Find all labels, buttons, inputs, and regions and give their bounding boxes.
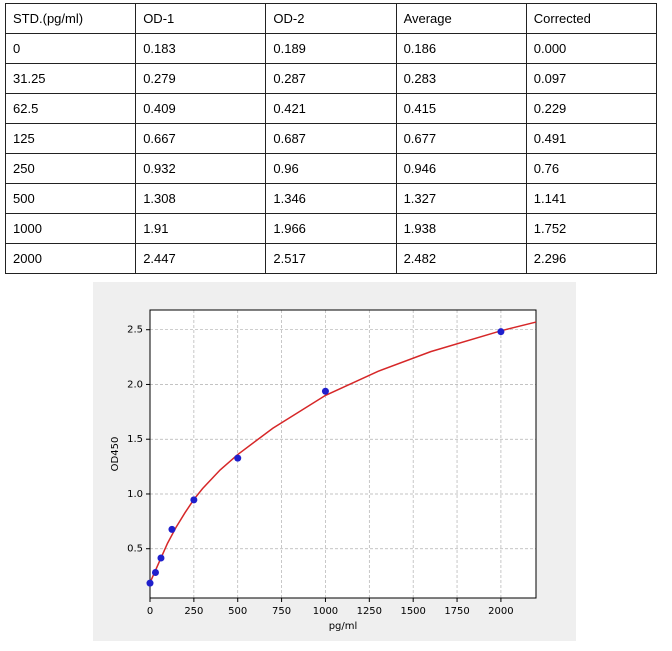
cell: 0.76 xyxy=(525,153,658,184)
cell: 0.283 xyxy=(395,63,527,94)
plot-area xyxy=(150,310,536,598)
cell: 1.752 xyxy=(525,213,658,244)
cell: 0.932 xyxy=(135,153,267,184)
cell: 0.229 xyxy=(525,93,658,124)
cell: 125 xyxy=(4,123,137,154)
cell: 0.946 xyxy=(395,153,527,184)
plot-frame xyxy=(149,309,537,599)
table-row: 250 0.932 0.96 0.946 0.76 xyxy=(4,153,658,184)
cell: 0.421 xyxy=(265,93,397,124)
cell: 1.346 xyxy=(265,183,397,214)
table-row: 62.5 0.409 0.421 0.415 0.229 xyxy=(4,93,658,124)
cell: 0.491 xyxy=(525,123,658,154)
cell: 2.296 xyxy=(525,243,658,274)
x-tick-label: 1750 xyxy=(444,606,469,617)
cell: 1.938 xyxy=(395,213,527,244)
y-tick-label: 1.0 xyxy=(127,489,143,500)
x-tick-label: 2000 xyxy=(488,606,513,617)
x-tick-label: 1500 xyxy=(400,606,425,617)
cell: 0.000 xyxy=(525,33,658,64)
standard-table: STD.(pg/ml) OD-1 OD-2 Average Corrected 0 0.18… xyxy=(4,3,658,274)
data-point xyxy=(321,387,329,395)
cell: 500 xyxy=(4,183,137,214)
cell: 62.5 xyxy=(4,93,137,124)
cell: 1.91 xyxy=(135,213,267,244)
y-tick-label: 0.5 xyxy=(127,544,143,555)
data-point xyxy=(146,579,154,587)
y-tick-label: 2.5 xyxy=(127,325,143,336)
data-point xyxy=(190,496,198,504)
table-row: 0 0.183 0.189 0.186 0.000 xyxy=(4,33,658,64)
cell: 2000 xyxy=(4,243,137,274)
cell: STD.(pg/ml) xyxy=(4,3,137,34)
cell: 1.308 xyxy=(135,183,267,214)
cell: 2.447 xyxy=(135,243,267,274)
cell: 0.415 xyxy=(395,93,527,124)
data-point xyxy=(157,554,165,562)
cell: 0.287 xyxy=(265,63,397,94)
header-row: STD.(pg/ml) OD-1 OD-2 Average Corrected xyxy=(4,3,658,34)
cell: 1.327 xyxy=(395,183,527,214)
cell: 1.141 xyxy=(525,183,658,214)
cell: 1.966 xyxy=(265,213,397,244)
data-point xyxy=(497,328,505,336)
cell: 1000 xyxy=(4,213,137,244)
y-tick-label: 1.5 xyxy=(127,434,143,445)
cell: 31.25 xyxy=(4,63,137,94)
cell: 0 xyxy=(4,33,137,64)
data-point xyxy=(234,454,242,462)
x-tick-label: 1250 xyxy=(357,606,382,617)
table-row: 125 0.667 0.687 0.677 0.491 xyxy=(4,123,658,154)
data-point xyxy=(151,568,159,576)
x-tick-label: 1000 xyxy=(313,606,338,617)
table-row: 2000 2.447 2.517 2.482 2.296 xyxy=(4,243,658,274)
x-axis-label: pg/ml xyxy=(329,621,358,632)
cell: Corrected xyxy=(525,3,658,34)
y-axis-label: OD450 xyxy=(110,437,121,472)
x-tick-label: 250 xyxy=(184,606,203,617)
cell: OD-1 xyxy=(135,3,267,34)
cell: 2.517 xyxy=(265,243,397,274)
cell: 2.482 xyxy=(395,243,527,274)
x-tick-label: 0 xyxy=(147,606,153,617)
cell: 0.409 xyxy=(135,93,267,124)
cell: 0.667 xyxy=(135,123,267,154)
x-tick-label: 750 xyxy=(272,606,291,617)
cell: 0.677 xyxy=(395,123,527,154)
chart: pg/ml OD450 0 250 500 750 1000 1250 1500 1750 20… xyxy=(93,282,576,641)
cell: 0.279 xyxy=(135,63,267,94)
cell: 0.96 xyxy=(265,153,397,184)
cell: 0.186 xyxy=(395,33,527,64)
cell: 0.189 xyxy=(265,33,397,64)
table-row: 1000 1.91 1.966 1.938 1.752 xyxy=(4,213,658,244)
cell: 0.097 xyxy=(525,63,658,94)
data-point xyxy=(168,525,176,533)
table-row: 500 1.308 1.346 1.327 1.141 xyxy=(4,183,658,214)
cell: 0.183 xyxy=(135,33,267,64)
table-row: 31.25 0.279 0.287 0.283 0.097 xyxy=(4,63,658,94)
fit-curve xyxy=(149,321,537,583)
y-tick-label: 2.0 xyxy=(127,379,143,390)
x-tick-label: 500 xyxy=(228,606,247,617)
cell: 0.687 xyxy=(265,123,397,154)
cell: OD-2 xyxy=(265,3,397,34)
cell: 250 xyxy=(4,153,137,184)
cell: Average xyxy=(395,3,527,34)
